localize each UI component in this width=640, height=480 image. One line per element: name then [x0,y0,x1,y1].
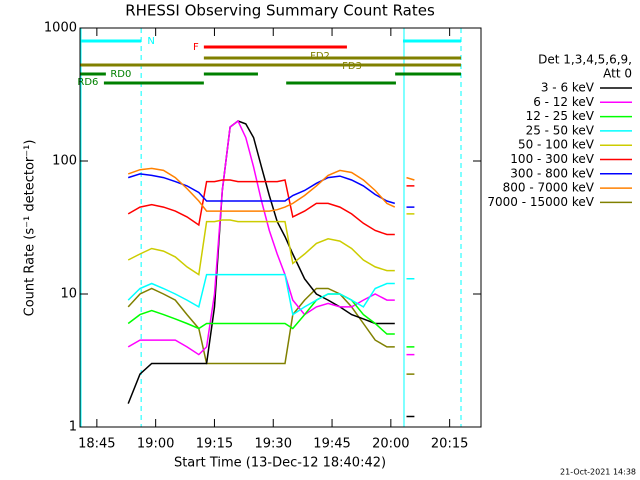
series-line [127,287,415,375]
chart-title: RHESSI Observing Summary Count Rates [125,2,435,20]
legend-label: 6 - 12 keV [533,95,595,109]
legend-label: 50 - 100 keV [518,138,595,152]
x-tick-label: 19:15 [196,437,233,452]
x-tick-label: 19:45 [313,437,350,452]
x-tick-label: 18:45 [78,437,115,452]
series-line [127,179,415,236]
x-axis-label: Start Time (13-Dec-12 18:40:42) [174,456,386,471]
plot-frame [79,27,482,428]
flag-label: FD3 [342,61,362,72]
x-tick-label: 20:15 [431,437,468,452]
series-line [127,119,415,356]
legend-label: 800 - 7000 keV [503,181,595,195]
flag-label: F [193,42,199,53]
series-line [127,167,415,212]
y-tick-label: 1000 [44,21,77,36]
legend-label: 3 - 6 keV [541,81,595,95]
y-axis-label: Count Rate (s⁻¹ detector⁻¹) [23,140,38,317]
series-line [127,213,415,276]
legend-label: 12 - 25 keV [526,109,595,123]
legend-label: 300 - 800 keV [510,166,594,180]
x-tick-label: 19:00 [137,437,174,452]
flag-label: RD6 [77,77,98,88]
series-line [127,273,415,316]
y-tick-label: 100 [52,154,77,169]
legend-label: 100 - 300 keV [510,152,594,166]
legend-title: Det 1,3,4,5,6,9, [538,53,632,67]
legend-label: 25 - 50 keV [526,123,595,137]
x-tick-label: 19:30 [255,437,292,452]
flag-label: RD0 [110,69,131,80]
series-line [127,120,415,418]
y-tick-label: 10 [60,287,77,302]
legend-label: 7000 - 15000 keV [487,195,594,209]
y-tick-label: 1 [69,420,77,435]
flag-label: N [147,36,154,47]
flag-label: FD2 [310,51,330,62]
footer: 21-Oct-2021 14:38 [560,468,636,477]
x-tick-label: 20:00 [372,437,409,452]
legend-title: Att 0 [603,67,632,81]
